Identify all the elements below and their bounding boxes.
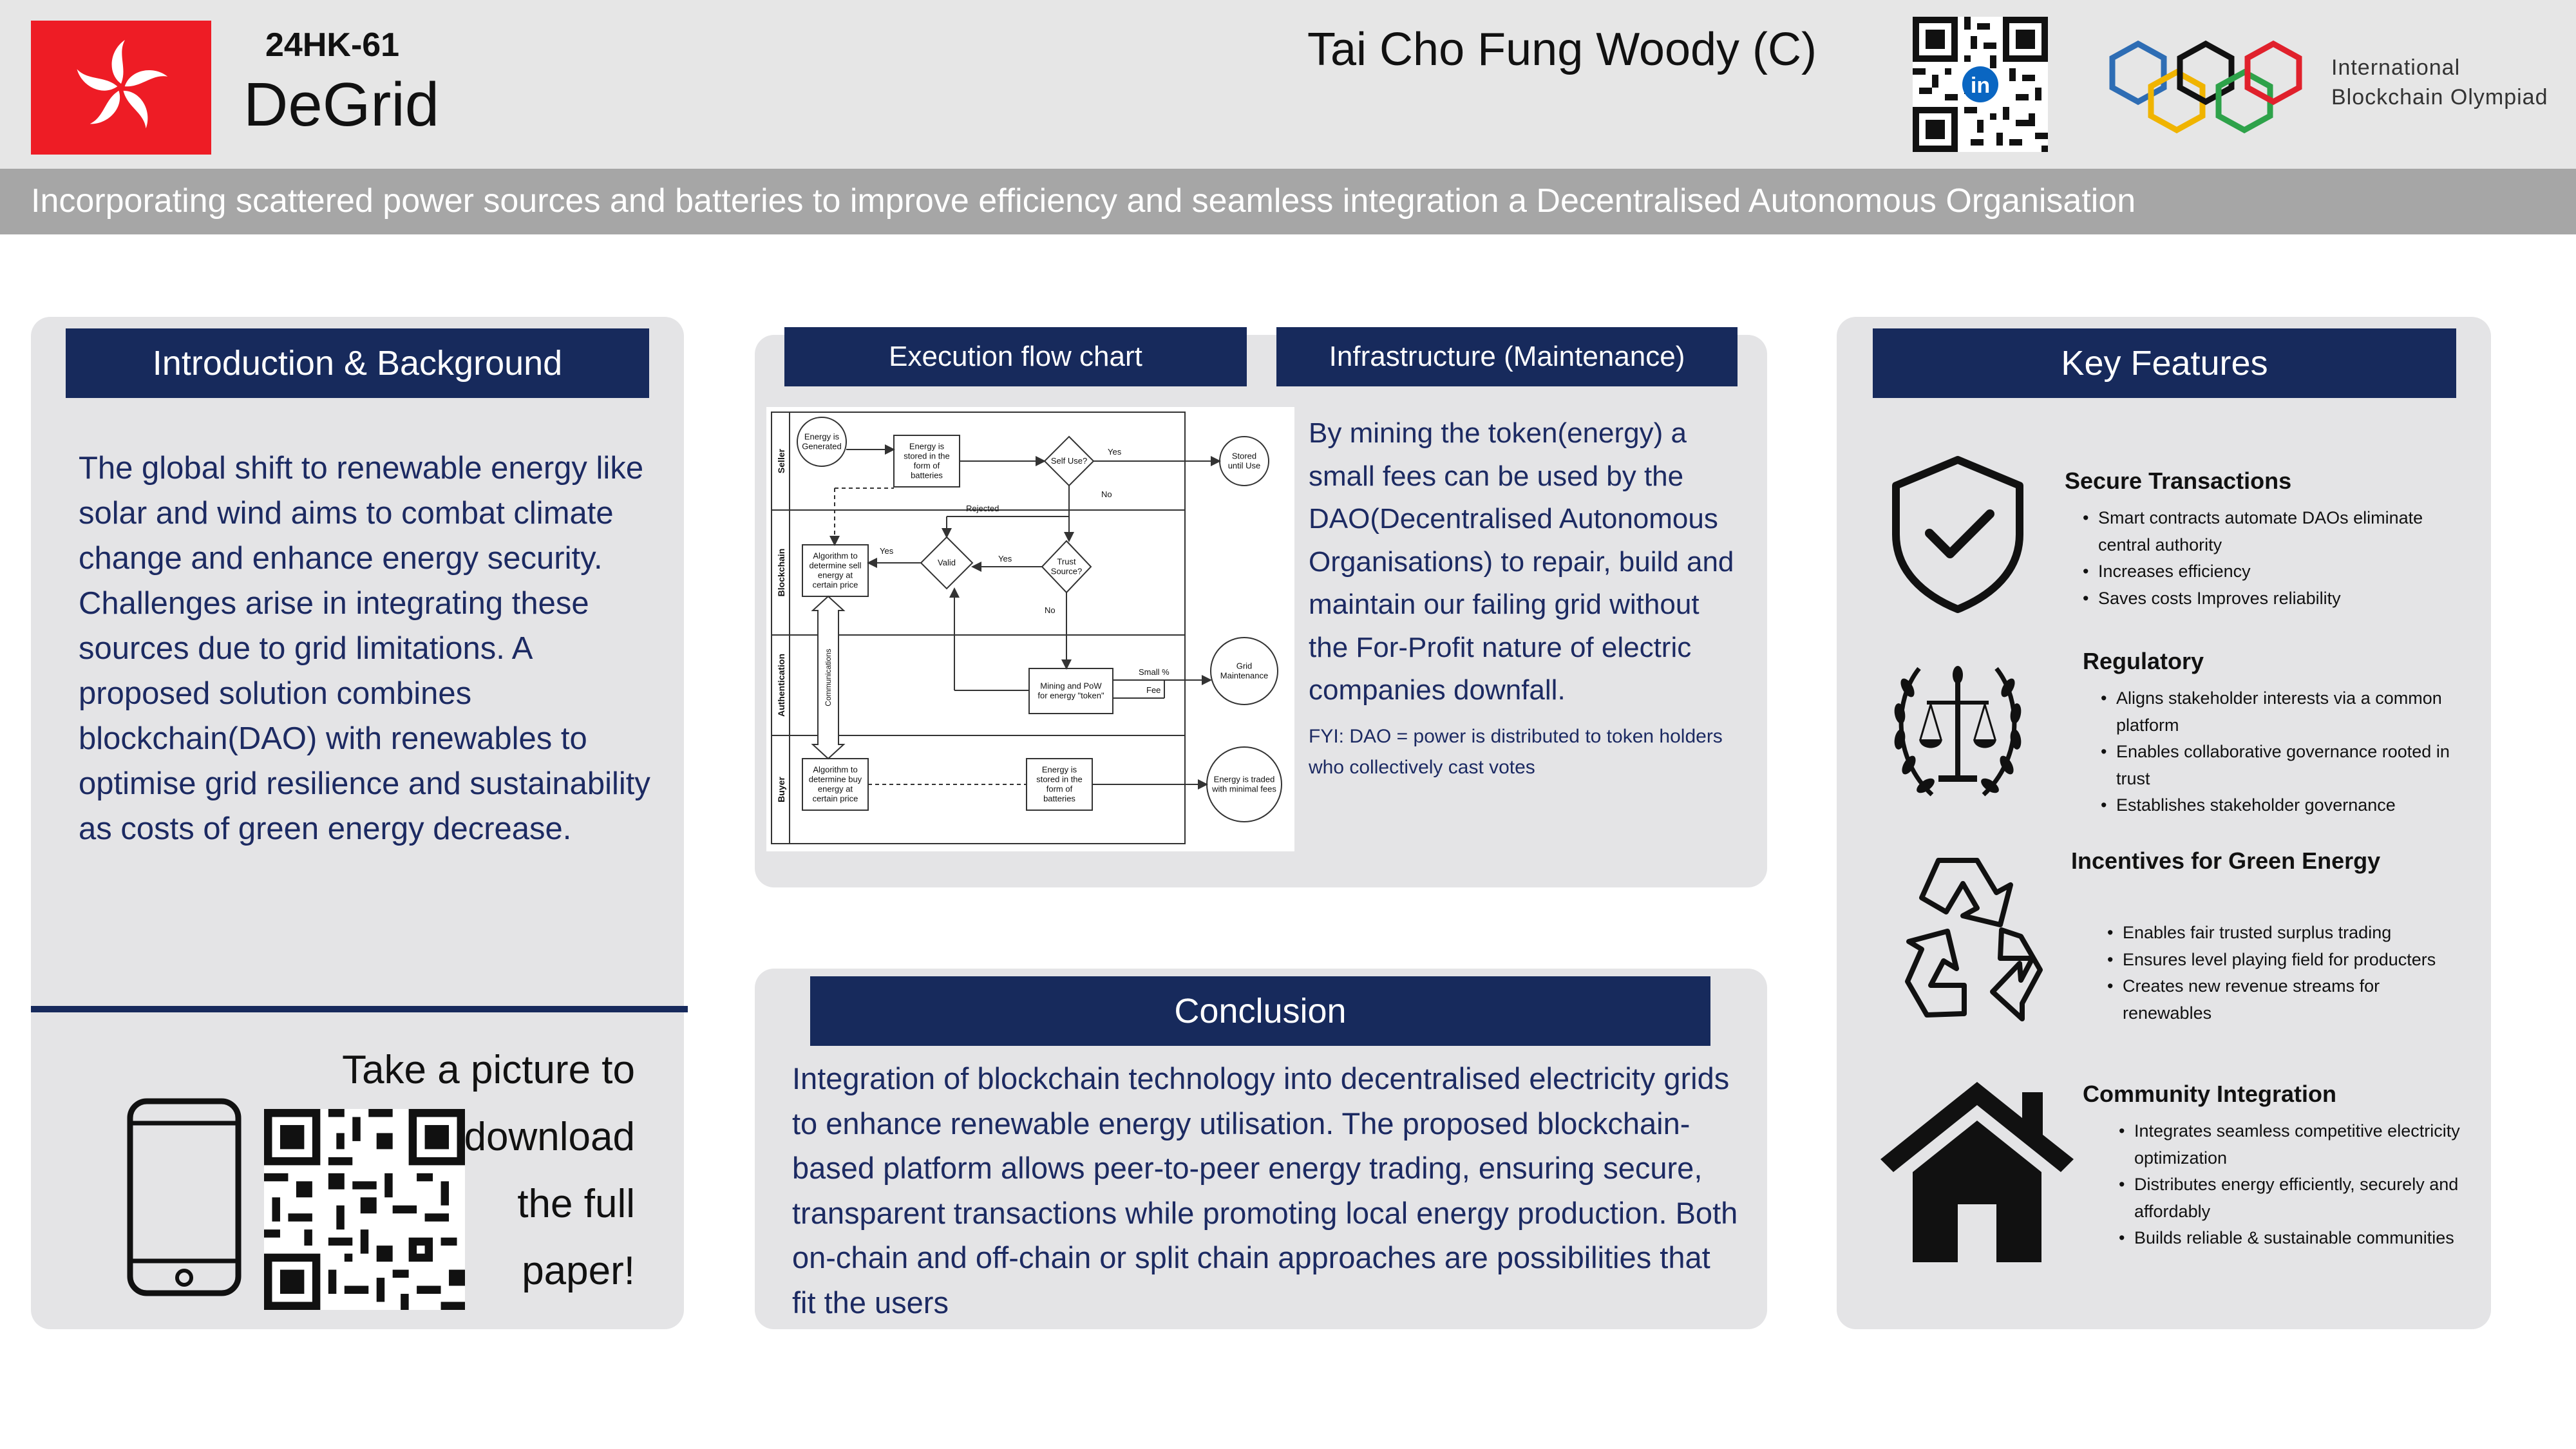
olympiad-name: International Blockchain Olympiad xyxy=(2331,55,2548,109)
node-label-stored-batteries: Energy is stored in the form of batteries xyxy=(904,442,950,480)
header-bar xyxy=(0,0,2576,169)
feature-bullet: Smart contracts automate DAOs eliminate … xyxy=(2083,505,2433,558)
edge-label-rejected: Rejected xyxy=(966,504,999,513)
node-grid-maintenance xyxy=(1210,637,1278,705)
author-name: Tai Cho Fung Woody (C) xyxy=(1307,24,1817,75)
hong-kong-flag-icon xyxy=(31,21,211,155)
execution-heading: Execution flow chart xyxy=(784,327,1247,386)
feature-list-community: Integrates seamless competitive electric… xyxy=(2119,1118,2469,1252)
edge-label-small-fee-2: Fee xyxy=(1146,685,1160,695)
lane-label-blockchain: Blockchain xyxy=(776,549,786,597)
subtitle-bar: Incorporating scattered power sources an… xyxy=(0,169,2576,234)
feature-bullet: Distributes energy efficiently, securely… xyxy=(2119,1171,2469,1225)
feature-bullet: Establishes stakeholder governance xyxy=(2101,792,2451,819)
feature-title-regulatory: Regulatory xyxy=(2083,648,2204,674)
feature-title-secure: Secure Transactions xyxy=(2065,468,2292,494)
paper-qr-code-icon[interactable] xyxy=(264,1109,465,1310)
phone-icon xyxy=(126,1097,242,1297)
feature-bullet: Aligns stakeholder interests via a commo… xyxy=(2101,685,2451,739)
house-icon xyxy=(1874,1075,2074,1262)
lane-label-buyer: Buyer xyxy=(776,777,786,802)
recycle-icon xyxy=(1874,848,2067,1021)
node-label-valid: Valid xyxy=(938,558,956,567)
node-algorithm-sell xyxy=(802,544,869,597)
node-label-trust-source: Trust Source? xyxy=(1051,557,1082,576)
edge-label-yes-3: Yes xyxy=(880,546,894,556)
node-valid xyxy=(920,536,974,590)
feature-bullet: Increases efficiency xyxy=(2083,558,2433,585)
node-label-grid-maintenance: Grid Maintenance xyxy=(1220,661,1268,681)
scales-laurel-icon xyxy=(1874,643,2067,810)
conclusion-body: Integration of blockchain technology int… xyxy=(792,1061,1738,1320)
intro-heading: Introduction & Background xyxy=(66,328,649,398)
feature-bullet: Integrates seamless competitive electric… xyxy=(2119,1118,2469,1171)
node-energy-generated xyxy=(797,417,847,467)
conclusion-heading: Conclusion xyxy=(810,976,1710,1046)
communications-arrow xyxy=(811,595,846,760)
feature-list-secure: Smart contracts automate DAOs eliminate … xyxy=(2083,505,2433,612)
edge-label-yes-1: Yes xyxy=(1108,447,1122,457)
node-mining-pow xyxy=(1028,668,1113,714)
feature-title-community: Community Integration xyxy=(2083,1081,2336,1107)
intro-body: The global shift to renewable energy lik… xyxy=(79,451,650,846)
node-label-self-use: Self Use? xyxy=(1051,456,1087,466)
node-label-mining-pow: Mining and PoW for energy "token" xyxy=(1037,681,1104,701)
key-features-heading: Key Features xyxy=(1873,328,2456,398)
node-label-stored-batteries-buyer: Energy is stored in the form of batteries xyxy=(1036,765,1083,804)
node-label-algorithm-buy: Algorithm to determine buy energy at certai… xyxy=(809,765,862,804)
feature-bullet: Ensures level playing field for producte… xyxy=(2107,947,2458,974)
feature-title-incentives: Incentives for Green Energy xyxy=(2071,848,2381,874)
edge-label-communications: Communications xyxy=(824,649,833,706)
olympiad-hexagon-logo xyxy=(2099,32,2312,142)
node-label-energy-generated: Energy is Generated xyxy=(802,432,841,451)
feature-bullet: Saves costs Improves reliability xyxy=(2083,585,2433,612)
dao-footnote: FYI: DAO = power is distributed to token… xyxy=(1309,726,1723,778)
shield-check-icon xyxy=(1874,451,2067,618)
execution-flow-chart: Seller Blockchain Authentication Buyer xyxy=(766,407,1294,851)
node-label-algorithm-sell: Algorithm to determine sell energy at certa… xyxy=(810,551,862,590)
feature-bullet: Creates new revenue streams for renewabl… xyxy=(2107,973,2458,1027)
lane-label-seller: Seller xyxy=(776,448,786,473)
subtitle-text: Incorporating scattered power sources an… xyxy=(31,182,2136,220)
edge-label-no-1: No xyxy=(1101,489,1112,499)
edge-label-small-fee-1: Small % xyxy=(1139,667,1170,677)
project-title: DeGrid xyxy=(243,70,440,139)
feature-bullet: Builds reliable & sustainable communitie… xyxy=(2119,1225,2469,1252)
node-label-traded: Energy is traded with minimal fees xyxy=(1211,775,1276,794)
node-stored-batteries-buyer xyxy=(1026,758,1093,811)
feature-bullet: Enables collaborative governance rooted … xyxy=(2101,739,2451,792)
node-label-stored-until-use: Stored until Use xyxy=(1228,451,1261,471)
linkedin-badge: in xyxy=(1971,73,1990,98)
download-prompt: Take a picture to download the full pape… xyxy=(342,1048,635,1293)
infrastructure-heading: Infrastructure (Maintenance) xyxy=(1276,327,1738,386)
linkedin-qr-code-icon[interactable]: in xyxy=(1913,17,2048,152)
infrastructure-body: By mining the token(energy) a small fees… xyxy=(1309,417,1734,706)
intro-divider xyxy=(31,1006,688,1012)
feature-bullet: Enables fair trusted surplus trading xyxy=(2107,920,2458,947)
lane-label-authentication: Authentication xyxy=(776,654,786,717)
node-stored-batteries xyxy=(893,435,960,488)
team-code: 24HK-61 xyxy=(265,26,400,64)
edge-label-no-2: No xyxy=(1045,605,1056,615)
feature-list-regulatory: Aligns stakeholder interests via a commo… xyxy=(2101,685,2451,819)
feature-list-incentives: Enables fair trusted surplus trading Ens… xyxy=(2107,920,2458,1027)
edge-label-yes-2: Yes xyxy=(998,554,1012,564)
